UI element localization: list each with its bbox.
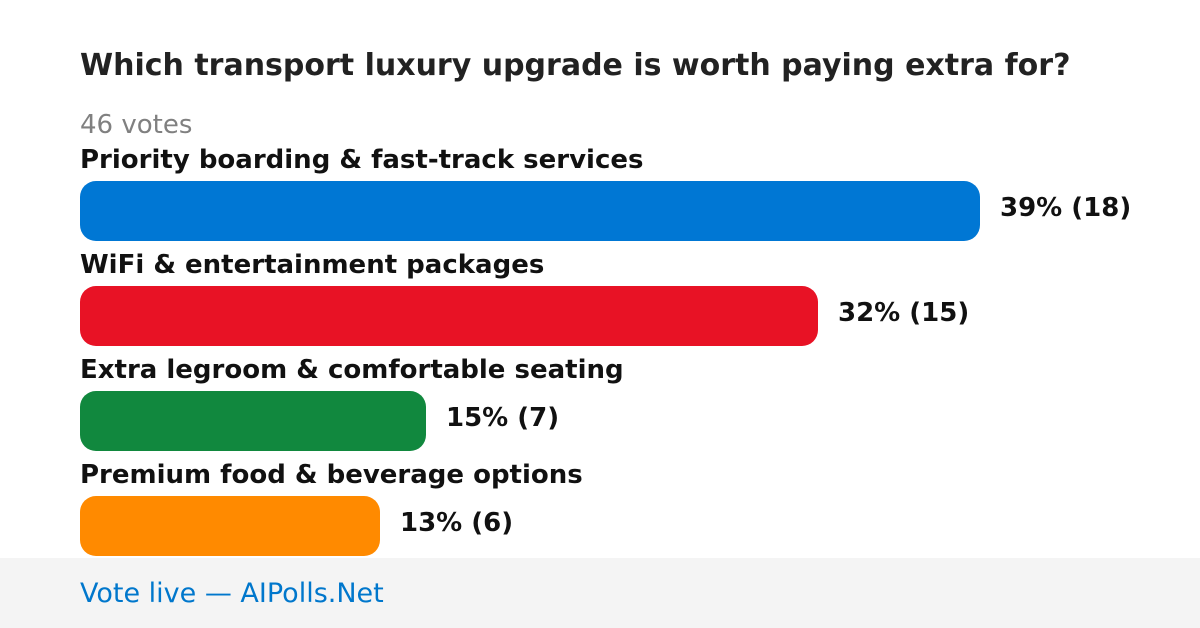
option-label: Premium food & beverage options [80, 460, 583, 490]
poll-option[interactable]: Premium food & beverage options 13% (6) [80, 460, 1180, 560]
option-bar [80, 286, 818, 346]
option-value-label: 13% (6) [400, 508, 514, 538]
poll-option[interactable]: Priority boarding & fast-track services 3… [80, 145, 1180, 245]
footer: Vote live — AIPolls.Net [0, 558, 1200, 628]
option-bar [80, 391, 426, 451]
option-label: WiFi & entertainment packages [80, 250, 545, 280]
option-bar [80, 496, 380, 556]
option-value-label: 39% (18) [1000, 193, 1132, 223]
option-label: Extra legroom & comfortable seating [80, 355, 624, 385]
vote-live-link[interactable]: Vote live — AIPolls.Net [80, 578, 384, 609]
poll-title: Which transport luxury upgrade is worth … [80, 48, 1071, 83]
option-label: Priority boarding & fast-track services [80, 145, 644, 175]
vote-count: 46 votes [80, 110, 193, 140]
poll-option[interactable]: WiFi & entertainment packages 32% (15) [80, 250, 1180, 350]
option-bar [80, 181, 980, 241]
option-value-label: 32% (15) [838, 298, 970, 328]
poll-option[interactable]: Extra legroom & comfortable seating 15% (… [80, 355, 1180, 455]
option-value-label: 15% (7) [446, 403, 560, 433]
